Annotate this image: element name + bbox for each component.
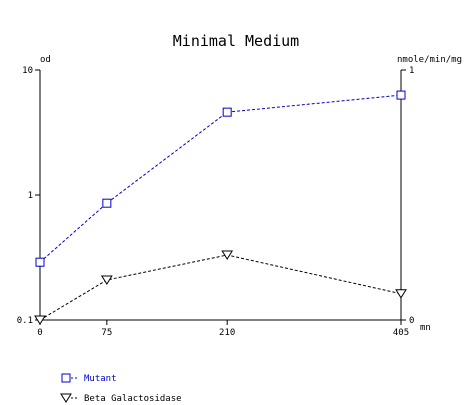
- right-axis-label: nmole/min/mg: [397, 55, 462, 65]
- data-point: [396, 90, 406, 100]
- left-tick-label: 10: [22, 66, 33, 76]
- series: [34, 90, 407, 325]
- series-line-1: [39, 94, 402, 263]
- series-line-2: [39, 254, 402, 321]
- data-point: [34, 315, 46, 325]
- x-tick-label: 75: [101, 328, 112, 338]
- x-tick-label: 405: [393, 328, 409, 338]
- legend-marker: [61, 373, 71, 383]
- chart-title: Minimal Medium: [173, 32, 299, 50]
- data-point: [102, 198, 112, 208]
- legend-marker: [60, 393, 72, 403]
- legend-label: Beta Galactosidase: [84, 394, 182, 404]
- x-axis-unit: mn: [420, 323, 431, 333]
- right-tick-label: 1: [409, 66, 414, 76]
- data-point: [222, 107, 232, 117]
- data-point: [35, 257, 45, 267]
- ticks: 0 75 210 405 0.1 1 10 0 1: [17, 66, 415, 338]
- right-tick-label: 0: [409, 316, 414, 326]
- data-point: [100, 275, 113, 285]
- data-point: [395, 289, 407, 299]
- x-tick-label: 210: [219, 328, 235, 338]
- legend: Mutant Beta Galactosidase: [60, 373, 182, 404]
- left-tick-label: 1: [28, 191, 33, 201]
- data-point: [221, 250, 234, 260]
- left-axis-label: od: [40, 55, 51, 65]
- legend-label: Mutant: [84, 374, 117, 384]
- left-tick-label: 0.1: [17, 316, 33, 326]
- x-tick-label: 0: [37, 328, 42, 338]
